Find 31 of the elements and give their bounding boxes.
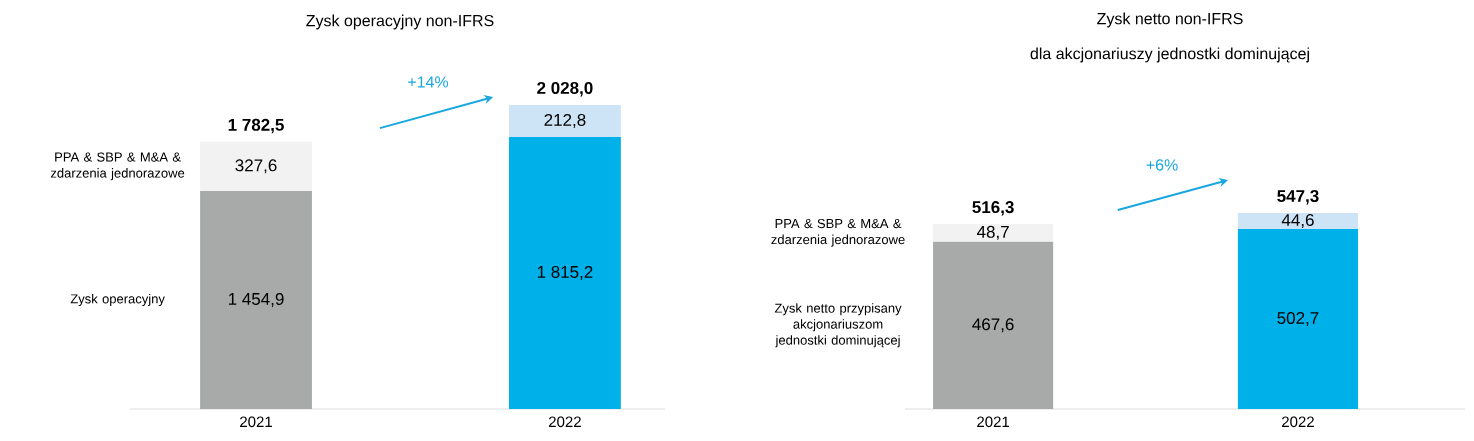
- data-label: 467,6: [972, 318, 1014, 333]
- chart-subtitle: dla akcjonariuszy jednostki dominującej: [1030, 47, 1309, 63]
- text: +14%: [408, 76, 449, 88]
- data-label: 327,6: [235, 159, 277, 174]
- total-label: 1 782,5: [228, 118, 284, 134]
- bar: [1237, 228, 1359, 409]
- x-tick-label: 2022: [548, 416, 581, 428]
- series-label: PPA & SBP & M&A & zdarzenia jednorazowe: [50, 152, 185, 181]
- x-tick-label: 2022: [1282, 416, 1314, 428]
- bar: [1237, 213, 1359, 229]
- x-tick-label: 2021: [977, 416, 1010, 428]
- chart-title: Zysk operacyjny non-IFRS: [306, 14, 494, 30]
- x-tick-label: 2021: [240, 416, 272, 428]
- total-label: 2 028,0: [537, 81, 593, 97]
- data-label: 44,6: [1281, 213, 1314, 228]
- data-label: 1 454,9: [228, 292, 284, 307]
- bar: [200, 141, 312, 191]
- text: Zysk operacyjny: [70, 293, 165, 307]
- bar: [933, 224, 1054, 242]
- bar: [509, 105, 621, 137]
- data-label: 48,7: [976, 225, 1009, 240]
- total-label: 547,3: [1277, 189, 1319, 205]
- data-label: 1 815,2: [537, 265, 593, 280]
- text: +6%: [1146, 159, 1178, 171]
- text: Zysk netto przypisany akcjonariuszom jednostki dominującej: [774, 303, 902, 348]
- bar: [509, 136, 621, 409]
- text: PPA & SBP & M&A & zdarzenia jednorazowe: [771, 218, 905, 247]
- total-label: 516,3: [972, 201, 1014, 216]
- data-label: 502,7: [1277, 311, 1319, 326]
- chart-title: Zysk netto non-IFRS: [1097, 12, 1243, 28]
- data-label: 212,8: [544, 113, 586, 128]
